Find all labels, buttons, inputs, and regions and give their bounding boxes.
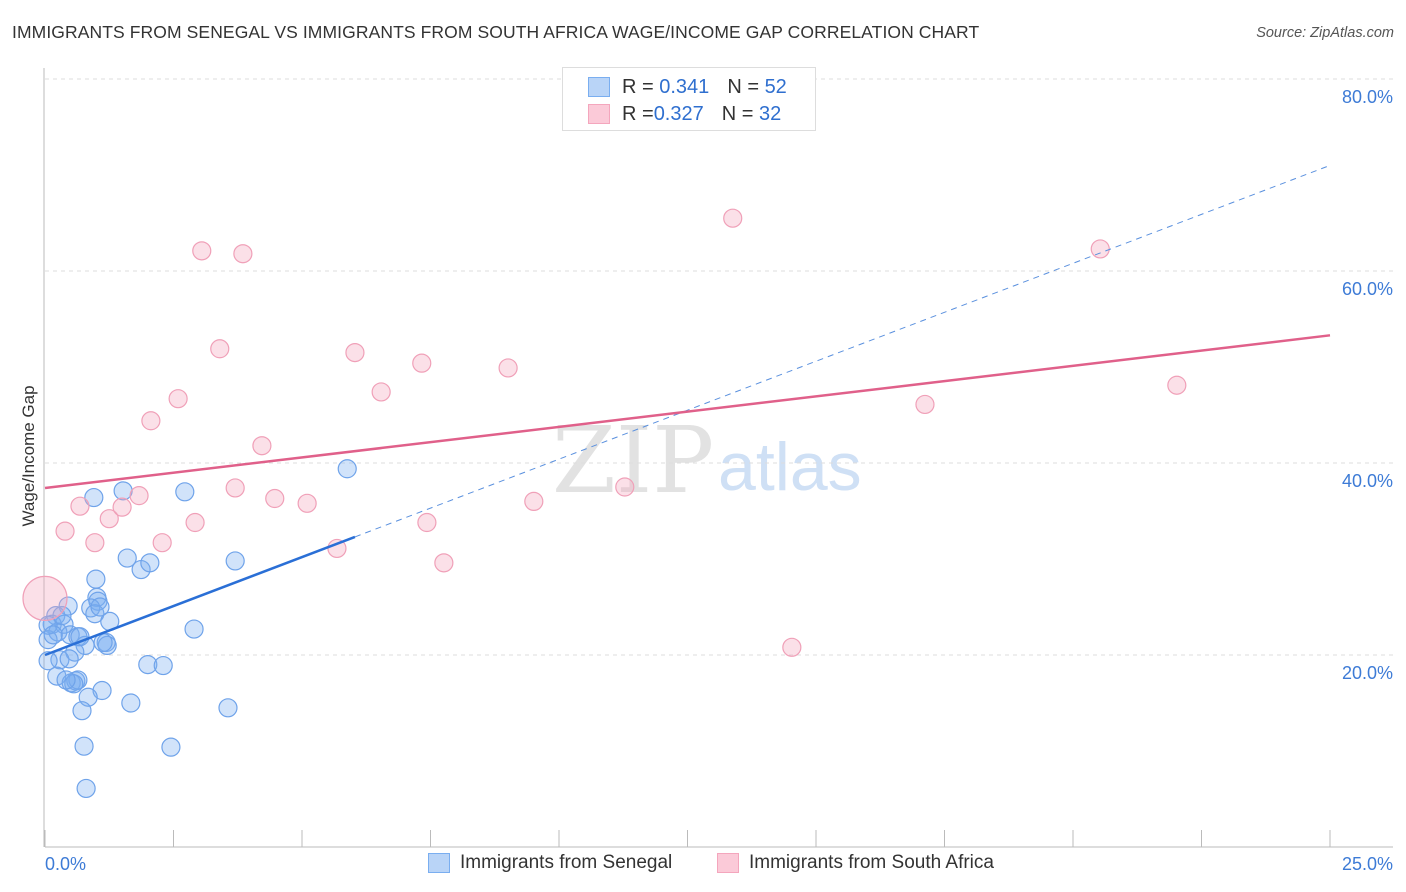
legend-row-senegal: R = 0.341 N = 52	[588, 74, 787, 100]
y-tick-label: 20.0%	[1342, 663, 1393, 683]
south-africa-point	[434, 553, 454, 573]
south-africa-point	[192, 241, 212, 261]
senegal-point	[74, 736, 94, 756]
senegal-point	[84, 487, 104, 508]
senegal-point	[90, 597, 110, 617]
series-name: Immigrants from South Africa	[749, 852, 994, 873]
south-africa-point	[185, 512, 205, 533]
south-africa-point	[498, 358, 518, 378]
senegal-point	[225, 551, 245, 571]
senegal-point	[56, 670, 76, 690]
y-tick-label: 80.0%	[1342, 87, 1393, 107]
senegal-point	[140, 553, 160, 573]
senegal-swatch-icon	[588, 77, 610, 97]
senegal-point	[113, 481, 133, 501]
south-africa-point	[1167, 375, 1187, 395]
south-africa-swatch-icon	[588, 104, 610, 124]
south-africa-point	[615, 477, 635, 497]
senegal-swatch-icon	[428, 853, 450, 873]
senegal-point	[76, 778, 96, 799]
bottom-legend-senegal: Immigrants from Senegal	[428, 852, 672, 874]
source-label: Source: ZipAtlas.com	[1256, 25, 1394, 41]
south-africa-point	[99, 509, 119, 529]
south-africa-point	[55, 521, 75, 541]
senegal-trend-extension	[354, 164, 1331, 538]
senegal-trend-line	[44, 535, 356, 657]
y-tick-label: 60.0%	[1342, 279, 1393, 299]
south-africa-point	[345, 343, 365, 363]
r-value: 0.327	[653, 102, 704, 125]
y-tick-label: 40.0%	[1342, 471, 1393, 491]
r-value: 0.341	[659, 75, 710, 98]
south-africa-point	[85, 533, 105, 553]
senegal-point	[218, 698, 238, 718]
senegal-point	[184, 619, 204, 639]
south-africa-point	[70, 496, 90, 516]
south-africa-point	[129, 486, 149, 506]
south-africa-point	[915, 394, 935, 415]
n-value: 52	[764, 75, 787, 98]
y-axis-label: Wage/Income Gap	[19, 385, 38, 526]
south-africa-point	[782, 637, 802, 657]
south-africa-point	[371, 382, 391, 402]
senegal-point	[59, 649, 79, 669]
senegal-point	[43, 625, 63, 645]
n-value: 32	[759, 102, 782, 125]
south-africa-point	[210, 339, 230, 359]
senegal-point	[86, 569, 106, 589]
south-africa-swatch-icon	[717, 853, 739, 873]
senegal-point	[38, 651, 58, 671]
n-label: N =	[727, 75, 759, 98]
south-africa-point	[723, 208, 743, 228]
legend-row-south-africa: R = 0.327 N = 32	[588, 101, 781, 127]
senegal-point	[138, 654, 158, 675]
watermark-atlas: atlas	[718, 429, 862, 505]
south-africa-point	[1090, 239, 1110, 259]
chart-title: IMMIGRANTS FROM SENEGAL VS IMMIGRANTS FR…	[12, 22, 980, 42]
senegal-point	[52, 606, 72, 626]
south-africa-point	[265, 488, 285, 509]
south-africa-point	[233, 244, 253, 264]
senegal-point	[72, 701, 92, 721]
senegal-point	[117, 548, 137, 568]
south-africa-point	[417, 512, 437, 533]
bottom-legend-south-africa: Immigrants from South Africa	[717, 852, 994, 874]
south-africa-trend-line	[44, 334, 1331, 490]
legend: R = 0.341 N = 52 R = 0.327 N = 32	[562, 67, 816, 131]
r-label: R =	[622, 75, 654, 98]
south-africa-point	[168, 389, 188, 409]
n-label: N =	[721, 102, 754, 125]
series-name: Immigrants from Senegal	[460, 852, 673, 873]
south-africa-point	[225, 478, 245, 498]
senegal-point	[161, 737, 181, 757]
south-africa-point	[112, 497, 132, 517]
senegal-point	[175, 482, 195, 502]
south-africa-point	[252, 436, 272, 456]
south-africa-point	[524, 491, 544, 511]
x-tick-label: 0.0%	[45, 854, 86, 874]
south-africa-point	[22, 575, 68, 621]
watermark-zip: ZIP	[552, 407, 714, 514]
south-africa-point	[412, 353, 432, 373]
r-label: R =	[622, 102, 654, 125]
senegal-point	[337, 459, 357, 479]
senegal-point	[92, 680, 112, 701]
south-africa-point	[297, 493, 317, 513]
senegal-point	[121, 693, 141, 713]
south-africa-point	[141, 411, 161, 431]
south-africa-point	[152, 533, 172, 553]
senegal-point	[153, 655, 173, 676]
x-tick-label: 25.0%	[1342, 854, 1393, 874]
